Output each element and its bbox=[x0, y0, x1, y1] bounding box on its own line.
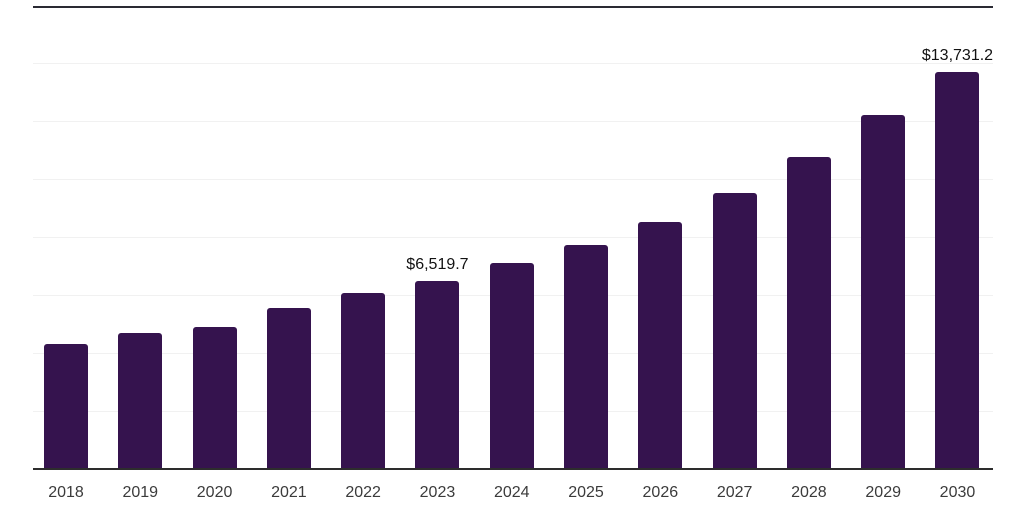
x-axis-label-2028: 2028 bbox=[791, 484, 827, 501]
bar-2030 bbox=[935, 71, 980, 470]
bar-2025 bbox=[564, 245, 609, 470]
x-axis-label-2025: 2025 bbox=[568, 484, 604, 501]
x-axis-label-2027: 2027 bbox=[716, 484, 753, 501]
x-axis-label-2021: 2021 bbox=[271, 484, 307, 501]
bar-2018 bbox=[44, 344, 88, 470]
gridline-8000 bbox=[33, 237, 993, 238]
value-label-2023: $6,519.7 bbox=[406, 255, 469, 273]
value-label-2030: $13,731.2 bbox=[921, 46, 994, 64]
top-rule bbox=[33, 6, 993, 8]
x-axis-label-2022: 2022 bbox=[345, 484, 381, 501]
x-axis-label-2024: 2024 bbox=[493, 484, 530, 501]
bar-2023 bbox=[415, 280, 460, 470]
bar-2022 bbox=[341, 292, 386, 470]
bar-2021 bbox=[266, 308, 311, 470]
x-axis-label-2030: 2030 bbox=[939, 484, 976, 501]
bar-2029 bbox=[861, 115, 906, 470]
x-axis-label-2029: 2029 bbox=[865, 484, 901, 501]
bar-2024 bbox=[489, 262, 534, 470]
bar-2027 bbox=[712, 193, 757, 470]
bar-2019 bbox=[118, 333, 163, 470]
x-axis-label-2018: 2018 bbox=[48, 484, 84, 501]
bar-2020 bbox=[192, 326, 237, 470]
gridline-14000 bbox=[33, 63, 993, 64]
x-axis-label-2020: 2020 bbox=[196, 484, 233, 501]
plot-area: $6,519.7 $13,731.2 bbox=[33, 6, 993, 470]
x-axis-label-2026: 2026 bbox=[642, 484, 679, 501]
x-axis-label-2019: 2019 bbox=[122, 484, 159, 501]
bar-2026 bbox=[638, 221, 683, 470]
bar-2028 bbox=[786, 156, 831, 470]
gridline-10000 bbox=[33, 179, 993, 180]
gridline-12000 bbox=[33, 121, 993, 122]
x-axis-line bbox=[33, 468, 993, 470]
x-axis-label-2023: 2023 bbox=[419, 484, 456, 501]
